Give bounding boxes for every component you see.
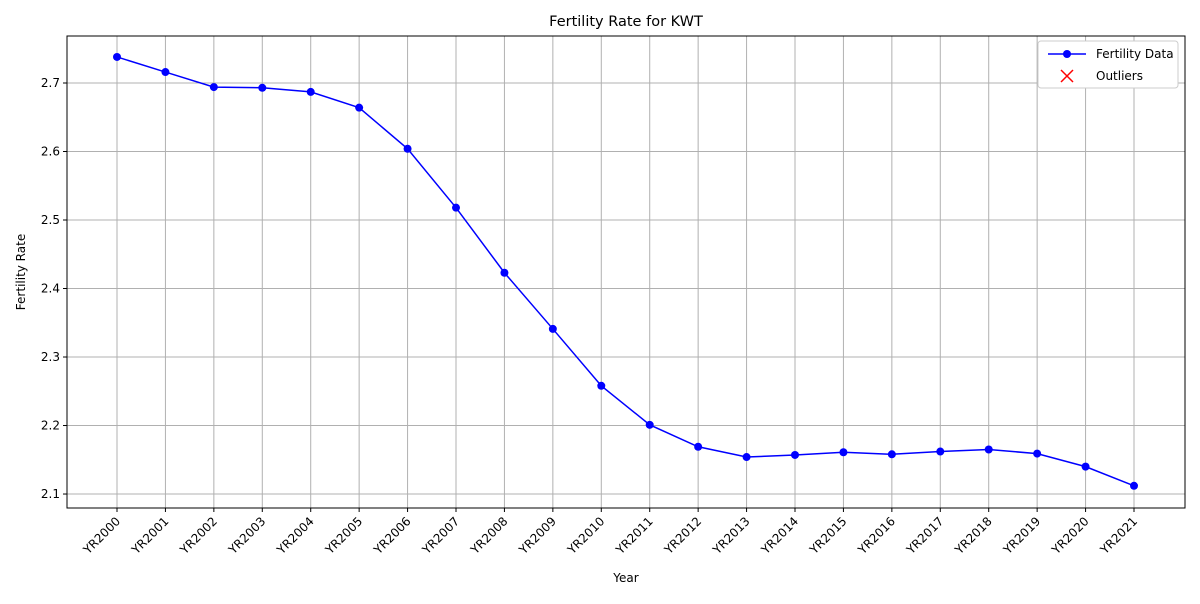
data-point	[597, 381, 606, 390]
data-point	[500, 268, 509, 277]
x-tick-label: YR2004	[274, 514, 317, 557]
y-tick-label: 2.4	[41, 282, 60, 296]
data-point	[839, 448, 848, 457]
y-tick-label: 2.6	[41, 144, 60, 158]
data-point	[258, 83, 267, 92]
x-tick-label: YR2018	[952, 514, 995, 557]
x-tick-label: YR2013	[709, 514, 752, 557]
data-point	[1081, 462, 1090, 471]
x-tick-label: YR2012	[661, 514, 704, 557]
x-tick-label: YR2001	[128, 514, 171, 557]
legend-marker	[1063, 50, 1071, 58]
x-tick-label: YR2019	[1000, 514, 1043, 557]
data-point	[113, 52, 121, 61]
x-axis-label: Year	[612, 571, 638, 585]
legend-box	[1037, 40, 1179, 89]
data-point	[887, 450, 896, 459]
x-tick-label: YR2010	[564, 514, 607, 557]
x-tick-label: YR2014	[758, 514, 801, 557]
data-point	[936, 447, 945, 456]
y-tick-label: 2.3	[41, 350, 60, 364]
x-tick-label: YR2002	[177, 514, 220, 557]
data-point	[403, 144, 412, 153]
x-tick-label: YR2021	[1097, 514, 1140, 557]
x-tick-label: YR2007	[419, 514, 462, 557]
data-point	[548, 324, 557, 333]
data-point	[694, 442, 703, 451]
x-tick-label: YR2015	[806, 514, 849, 557]
data-point	[1130, 481, 1138, 490]
data-point	[984, 445, 993, 454]
data-line	[116, 56, 1135, 487]
data-point	[355, 103, 364, 112]
x-tick-label: YR2016	[855, 514, 898, 557]
x-tick-label: YR2000	[80, 514, 123, 557]
data-point	[161, 68, 170, 77]
x-tick-label: YR2020	[1048, 514, 1091, 557]
y-tick-label: 2.1	[41, 487, 60, 501]
y-axis-label: Fertility Rate	[14, 234, 28, 310]
y-tick-label: 2.2	[41, 419, 60, 433]
data-point	[306, 87, 315, 96]
data-point	[1033, 449, 1042, 458]
legend-label: Outliers	[1096, 69, 1143, 83]
chart-title: Fertility Rate for KWT	[549, 14, 703, 30]
plot-frame	[66, 35, 1186, 509]
y-tick-label: 2.5	[41, 213, 60, 227]
x-tick-label: YR2008	[467, 514, 510, 557]
x-tick-label: YR2009	[516, 514, 559, 557]
x-tick-label: YR2006	[370, 514, 413, 557]
data-point	[452, 203, 460, 212]
data-point	[742, 453, 751, 462]
legend-marker	[1060, 69, 1074, 83]
data-point	[209, 83, 218, 92]
legend-label: Fertility Data	[1096, 47, 1174, 61]
y-tick-label: 2.7	[41, 76, 60, 90]
data-point	[791, 450, 799, 459]
x-tick-label: YR2005	[322, 514, 365, 557]
data-point	[645, 420, 654, 429]
x-tick-label: YR2003	[225, 514, 268, 557]
x-tick-label: YR2017	[903, 514, 946, 557]
x-tick-label: YR2011	[613, 514, 656, 557]
